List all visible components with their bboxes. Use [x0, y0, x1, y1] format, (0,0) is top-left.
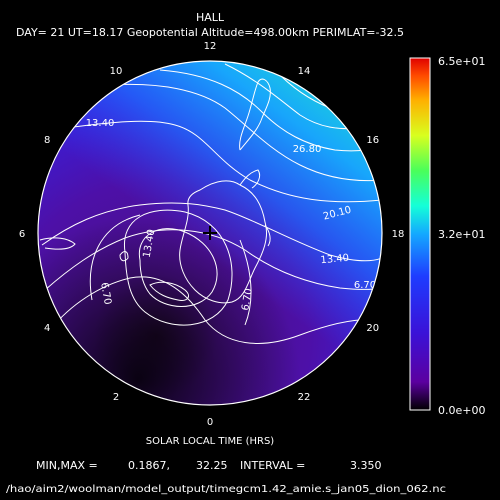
contour-label: 6.70 — [240, 288, 255, 312]
local-time-label: 14 — [298, 66, 311, 77]
local-time-label: 18 — [392, 229, 405, 240]
contour-label: 13.40 — [142, 229, 158, 259]
contour-line — [41, 202, 382, 262]
local-time-label: 6 — [19, 229, 25, 240]
local-time-label: 16 — [366, 135, 379, 146]
chart-subtitle: DAY= 21 UT=18.17 Geopotential Altitude=4… — [16, 26, 404, 39]
local-time-label: 8 — [44, 135, 50, 146]
local-time-labels: 12 14 16 18 20 22 0 2 4 6 8 10 — [19, 41, 405, 428]
contour-line — [44, 229, 381, 291]
coastline — [179, 180, 268, 304]
colorbar — [409, 57, 431, 411]
disc-outline — [37, 60, 383, 406]
local-time-label: 22 — [298, 392, 311, 403]
x-axis-label: SOLAR LOCAL TIME (HRS) — [146, 436, 275, 447]
local-time-label: 2 — [113, 392, 119, 403]
interval-label: INTERVAL = — [240, 459, 305, 472]
chart-title: HALL — [196, 11, 225, 24]
coastline — [39, 237, 76, 250]
coastline — [264, 224, 271, 247]
local-time-label: 0 — [207, 417, 213, 428]
contour-line — [224, 63, 361, 130]
contour-line — [123, 209, 233, 326]
contour-label: 13.40 — [320, 253, 349, 266]
contour-label: 26.80 — [293, 144, 322, 155]
colorbar-mid-label: 3.2e+01 — [438, 228, 485, 241]
colorbar-min-label: 0.0e+00 — [438, 404, 485, 417]
contour-label: 13.40 — [86, 118, 115, 129]
max-value: 32.25 — [196, 459, 228, 472]
coastline — [239, 78, 271, 151]
contour-label: 6.70 — [98, 282, 113, 306]
contour-line — [138, 228, 218, 307]
contour-line — [65, 120, 382, 203]
coastline — [119, 251, 129, 262]
min-value: 0.1867, — [128, 459, 170, 472]
minmax-label: MIN,MAX = — [36, 459, 98, 472]
contour-lines — [41, 63, 382, 344]
contour-line — [159, 69, 381, 152]
local-time-label: 4 — [44, 323, 50, 334]
contour-line — [239, 239, 252, 326]
contour-line — [89, 214, 141, 301]
local-time-label: 12 — [204, 41, 217, 52]
local-time-label: 10 — [110, 66, 123, 77]
colorbar-max-label: 6.5e+01 — [438, 55, 485, 68]
interval-value: 3.350 — [350, 459, 382, 472]
contour-line — [49, 276, 379, 344]
footer-path: /hao/aim2/woolman/model_output/timegcm1.… — [6, 484, 446, 495]
coastlines — [39, 78, 271, 304]
coastline — [149, 281, 189, 301]
local-time-label: 20 — [366, 323, 379, 334]
contour-label: 6.70 — [354, 280, 376, 291]
pole-marker — [203, 226, 217, 240]
coastline — [239, 169, 261, 189]
